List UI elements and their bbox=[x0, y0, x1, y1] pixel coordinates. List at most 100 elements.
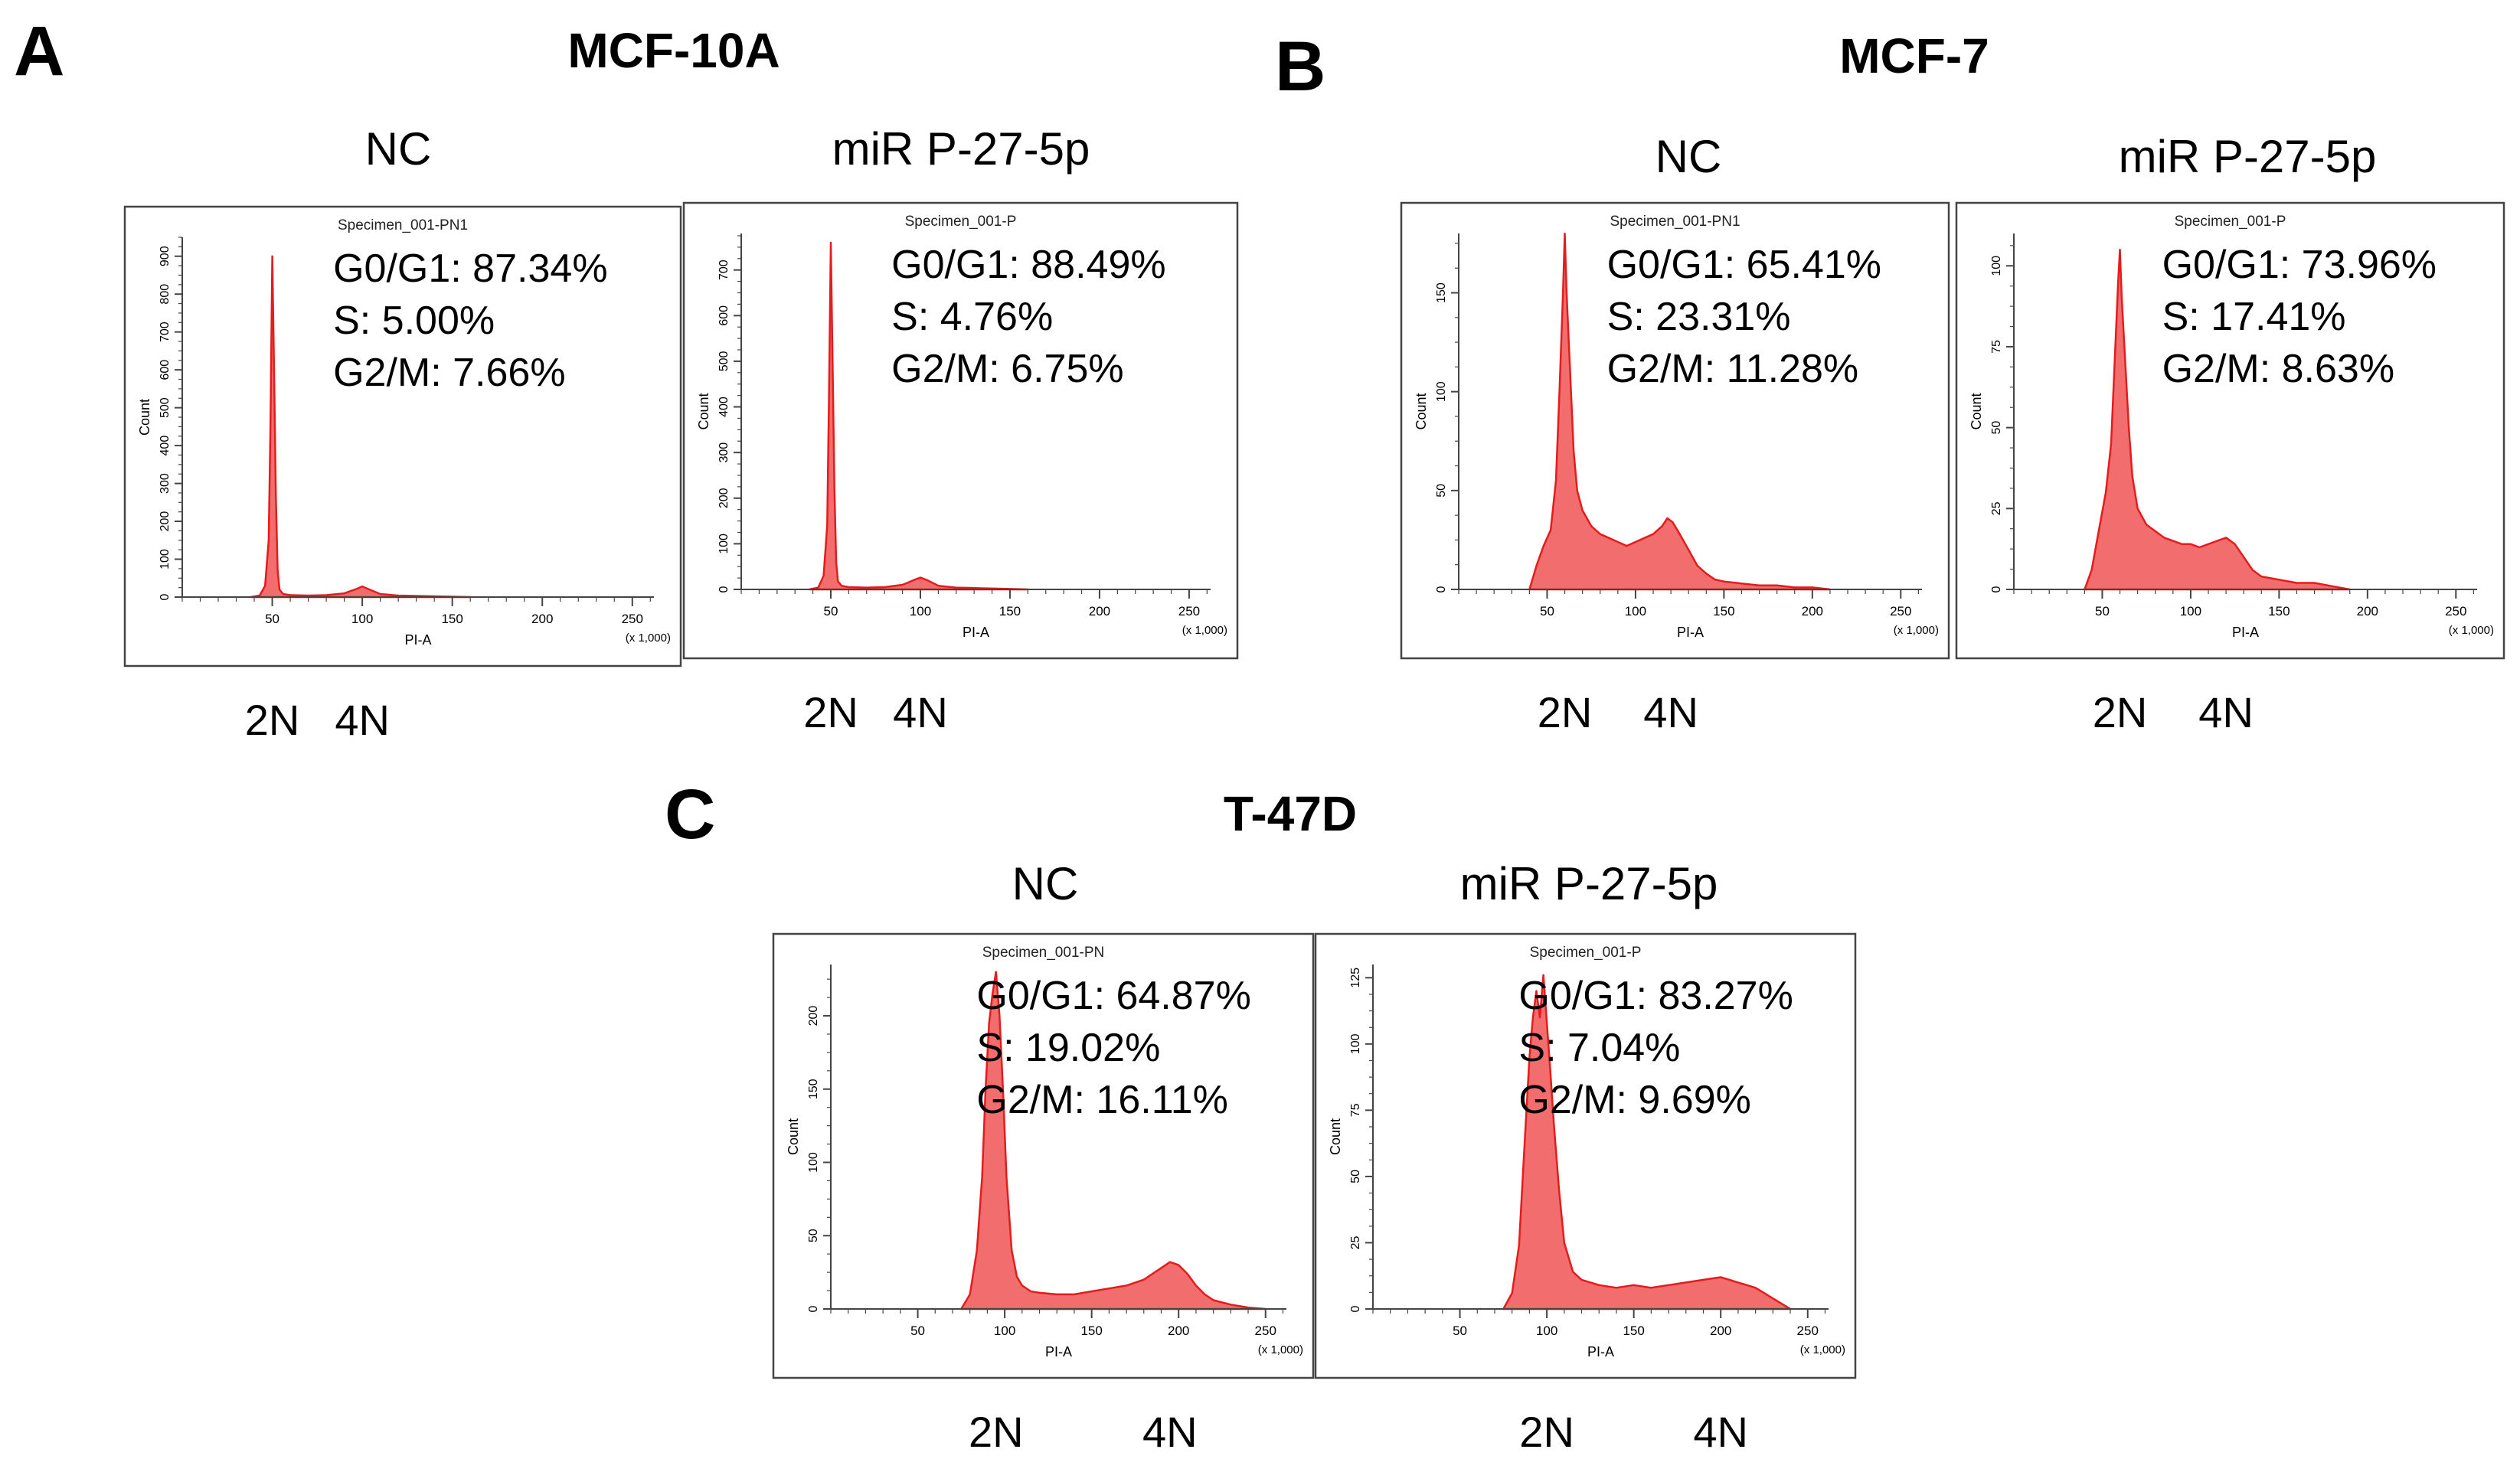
x-tick-label: 150 bbox=[1080, 1324, 1102, 1338]
x-tick-label: 100 bbox=[910, 604, 931, 619]
histogram-c1: Specimen_001-PN 0 50 100 150 200 50 100 150 200 25… bbox=[772, 932, 1315, 1456]
y-tick-label: 25 bbox=[1349, 1235, 1362, 1249]
y-tick-label: 50 bbox=[1349, 1170, 1362, 1183]
x-tick-label: 150 bbox=[2268, 604, 2290, 619]
histogram-b2: Specimen_001-P 0 25 50 75 100 50 100 150 200 250 PI… bbox=[1955, 201, 2505, 736]
y-tick-label: 100 bbox=[717, 534, 731, 554]
cell-cycle-stat: S: 17.41% bbox=[2162, 295, 2346, 339]
cell-cycle-stat: S: 7.04% bbox=[1518, 1026, 1680, 1070]
histogram-b1: Specimen_001-PN1 0 50 100 150 50 100 150 200 250 P… bbox=[1400, 201, 1950, 736]
panel-letter-a: A bbox=[14, 12, 64, 90]
condition-label: miR P-27-5p bbox=[2119, 131, 2377, 182]
x-tick-label: 250 bbox=[1890, 604, 1911, 619]
x-tick-label: 100 bbox=[351, 612, 373, 626]
y-axis-label: Count bbox=[1328, 1118, 1343, 1155]
y-tick-label: 75 bbox=[1349, 1103, 1362, 1117]
x-tick-label: 100 bbox=[1625, 604, 1646, 619]
x-scale-note: (x 1,000) bbox=[1800, 1343, 1845, 1356]
x-tick-label: 250 bbox=[622, 612, 643, 626]
specimen-name: Specimen_001-PN bbox=[982, 945, 1104, 961]
y-tick-label: 300 bbox=[159, 473, 172, 494]
x-tick-label: 250 bbox=[1178, 604, 1200, 619]
x-tick-label: 150 bbox=[1623, 1324, 1644, 1338]
specimen-name: Specimen_001-PN1 bbox=[338, 217, 468, 233]
y-tick-label: 600 bbox=[159, 360, 172, 380]
panel-letter-c: C bbox=[665, 775, 715, 854]
panel-title-b: MCF-7 bbox=[1839, 28, 1989, 83]
x-tick-label: 100 bbox=[2180, 604, 2201, 619]
specimen-name: Specimen_001-PN1 bbox=[1610, 214, 1740, 230]
x-axis-label: PI-A bbox=[1587, 1344, 1614, 1359]
y-tick-label: 100 bbox=[159, 549, 172, 570]
x-tick-label: 200 bbox=[1710, 1324, 1731, 1338]
x-tick-label: 250 bbox=[2445, 604, 2466, 619]
x-tick-label: 200 bbox=[1802, 604, 1823, 619]
y-axis-label: Count bbox=[137, 399, 152, 436]
cell-cycle-stat: S: 5.00% bbox=[333, 299, 495, 343]
x-axis-label: PI-A bbox=[1045, 1344, 1072, 1359]
y-tick-label: 0 bbox=[1349, 1305, 1362, 1312]
specimen-name: Specimen_001-P bbox=[1530, 945, 1642, 961]
cell-cycle-stat: G0/G1: 87.34% bbox=[333, 246, 607, 291]
histogram-area bbox=[960, 971, 1267, 1310]
histogram-area bbox=[2084, 248, 2351, 591]
x-scale-note: (x 1,000) bbox=[1182, 624, 1227, 637]
cell-cycle-stat: G0/G1: 83.27% bbox=[1518, 974, 1793, 1018]
y-tick-label: 100 bbox=[1349, 1033, 1362, 1054]
cell-cycle-stat: S: 19.02% bbox=[976, 1026, 1160, 1070]
ploidy-marker-4n: 4N bbox=[893, 688, 948, 736]
specimen-name: Specimen_001-P bbox=[905, 214, 1017, 230]
y-tick-label: 0 bbox=[717, 586, 731, 592]
y-tick-label: 150 bbox=[1435, 282, 1448, 303]
ploidy-marker-2n: 2N bbox=[803, 688, 858, 736]
x-tick-label: 50 bbox=[1540, 604, 1554, 619]
condition-label: NC bbox=[1012, 858, 1079, 909]
y-tick-label: 500 bbox=[717, 351, 731, 371]
histogram-a2: Specimen_001-P 0 100 200 300 400 500 600 700 50 10… bbox=[682, 201, 1239, 736]
y-tick-label: 150 bbox=[807, 1079, 820, 1099]
histogram-c2: Specimen_001-P 0 25 50 75 100 125 50 100 150 200 25… bbox=[1314, 932, 1857, 1456]
cell-cycle-stat: G2/M: 6.75% bbox=[891, 347, 1123, 391]
cell-cycle-stat: G2/M: 7.66% bbox=[333, 351, 565, 395]
y-tick-label: 100 bbox=[807, 1152, 820, 1173]
y-tick-label: 700 bbox=[717, 259, 731, 280]
y-tick-label: 0 bbox=[807, 1305, 820, 1312]
x-axis-label: PI-A bbox=[1677, 625, 1704, 640]
cell-cycle-stat: G0/G1: 73.96% bbox=[2162, 243, 2437, 287]
y-tick-label: 200 bbox=[159, 511, 172, 532]
y-tick-label: 100 bbox=[1990, 256, 2003, 276]
ploidy-marker-4n: 4N bbox=[335, 696, 390, 744]
y-axis-label: Count bbox=[1414, 393, 1429, 429]
x-tick-label: 150 bbox=[441, 612, 462, 626]
plot-frame bbox=[682, 201, 1239, 660]
histogram-layer: Specimen_001-PN1010020030040050060070080… bbox=[123, 123, 2505, 1456]
x-tick-label: 50 bbox=[1453, 1324, 1467, 1338]
y-tick-label: 400 bbox=[717, 397, 731, 417]
ploidy-marker-2n: 2N bbox=[2093, 688, 2148, 736]
y-tick-label: 125 bbox=[1349, 968, 1362, 988]
x-tick-label: 200 bbox=[531, 612, 553, 626]
histogram-area bbox=[808, 241, 1029, 591]
y-tick-label: 300 bbox=[717, 442, 731, 463]
ploidy-marker-4n: 4N bbox=[1643, 688, 1698, 736]
condition-label: miR P-27-5p bbox=[1460, 858, 1718, 909]
x-tick-label: 200 bbox=[1089, 604, 1110, 619]
x-tick-label: 100 bbox=[1536, 1324, 1557, 1338]
ploidy-marker-2n: 2N bbox=[1519, 1408, 1574, 1456]
condition-label: NC bbox=[1655, 131, 1722, 182]
x-tick-label: 50 bbox=[265, 612, 279, 626]
cell-cycle-stat: G0/G1: 65.41% bbox=[1607, 243, 1881, 287]
cell-cycle-stat: G0/G1: 64.87% bbox=[976, 974, 1250, 1018]
condition-label: miR P-27-5p bbox=[832, 123, 1090, 175]
y-tick-label: 700 bbox=[159, 322, 172, 342]
x-scale-note: (x 1,000) bbox=[1894, 624, 1939, 637]
histogram-area bbox=[250, 255, 472, 599]
x-tick-label: 100 bbox=[994, 1324, 1015, 1338]
plot-frame bbox=[123, 205, 682, 667]
x-tick-label: 50 bbox=[910, 1324, 925, 1338]
y-tick-label: 75 bbox=[1990, 340, 2003, 354]
histogram-area bbox=[1502, 974, 1792, 1310]
y-axis-label: Count bbox=[696, 393, 711, 429]
y-axis-label: Count bbox=[1969, 393, 1984, 429]
